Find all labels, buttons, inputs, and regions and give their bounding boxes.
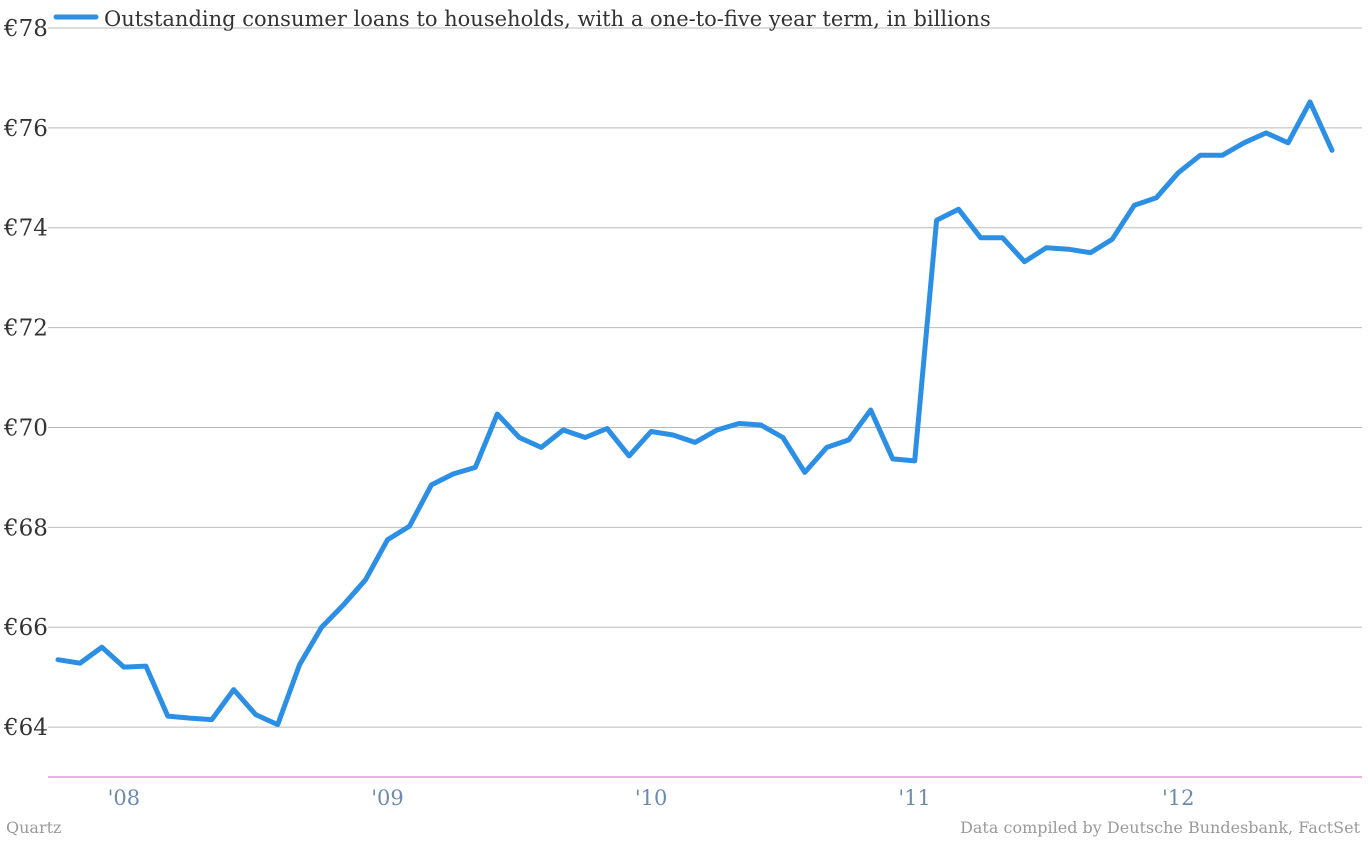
x-tick-label: '10: [635, 786, 668, 810]
series-line: [55, 99, 1335, 728]
x-tick-label: '09: [371, 786, 404, 810]
y-tick-label: €66: [3, 615, 48, 641]
footer-source-right: Data compiled by Deutsche Bundesbank, Fa…: [960, 818, 1361, 837]
legend: Outstanding consumer loans to households…: [53, 7, 991, 31]
y-tick-label: €64: [3, 715, 48, 741]
x-tick-label: '12: [1162, 786, 1195, 810]
series-group: [55, 99, 1335, 728]
gridlines: [48, 27, 1362, 728]
x-tick-label: '11: [898, 786, 931, 810]
y-tick-label: €70: [3, 415, 48, 441]
y-tick-label: €76: [3, 116, 48, 142]
y-axis-ticks: €64 €66 €68 €70 €72 €74 €76 €78: [3, 16, 48, 741]
y-tick-label: €72: [3, 316, 48, 342]
x-axis-ticks: '08 '09 '10 '11 '12: [108, 786, 1195, 810]
x-tick-label: '08: [108, 786, 141, 810]
legend-label: Outstanding consumer loans to households…: [104, 7, 991, 31]
y-tick-label: €74: [3, 216, 48, 242]
footer-source-left: Quartz: [6, 818, 61, 837]
y-tick-label: €68: [3, 515, 48, 541]
y-tick-label: €78: [3, 16, 48, 42]
